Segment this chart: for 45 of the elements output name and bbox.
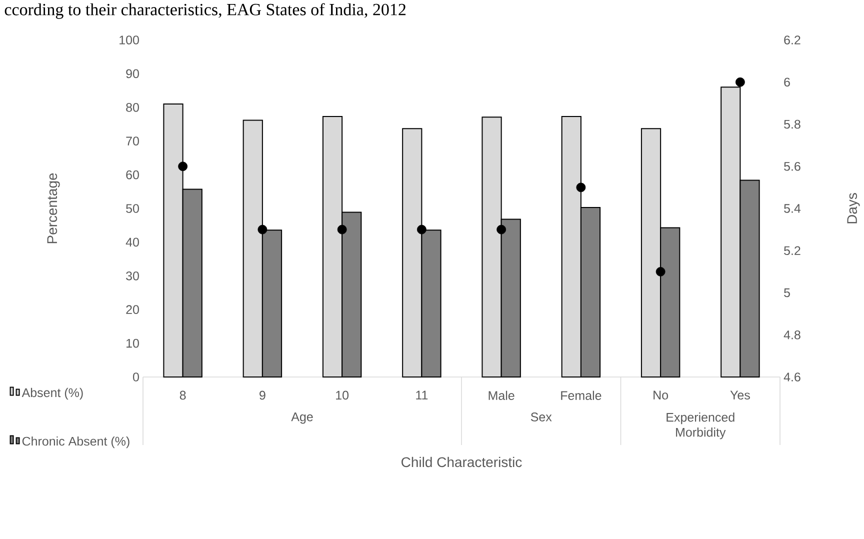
y2-tick-label: 4.6 — [784, 372, 800, 382]
y2-tick-label: 6.2 — [784, 36, 800, 44]
y-tick-label: 0 — [133, 372, 139, 382]
y2-tick-label: 6 — [784, 78, 790, 87]
y-tick-label: 10 — [126, 338, 139, 348]
legend-label: Absent (%) — [22, 388, 83, 400]
x-tick-label: No — [654, 390, 668, 400]
y-tick-label: 60 — [126, 170, 139, 180]
x-axis-title: Child Characteristic — [402, 456, 522, 468]
y2-tick-label: 5.6 — [784, 162, 800, 171]
point — [178, 162, 188, 172]
y-tick-label: 20 — [126, 305, 139, 314]
y2-tick-label: 5.8 — [784, 120, 800, 129]
y-tick-label: 30 — [126, 271, 139, 280]
point — [416, 224, 426, 234]
y-tick-label: 100 — [120, 36, 139, 44]
y2-tick-label: 5 — [784, 288, 790, 298]
y2-tick-label: 5.2 — [784, 246, 800, 256]
y-tick-label: 40 — [126, 238, 139, 247]
point — [735, 77, 745, 87]
legend-label: Chronic Absent (%) — [22, 436, 130, 448]
point — [337, 224, 347, 234]
chart-title: ccording to their characteristics, EAG States of India, 2012 — [4, 3, 406, 19]
text: Sex — [530, 412, 552, 422]
point — [258, 224, 268, 234]
text: Experienced Morbidity — [666, 412, 734, 440]
x-tick-label: 8 — [180, 390, 186, 400]
x-tick-label: 11 — [416, 390, 428, 400]
y2-tick-label: 4.8 — [784, 330, 800, 340]
y-axis-title: Percentage — [47, 173, 60, 244]
x-tick-label: Female — [561, 390, 602, 400]
y-tick-label: 70 — [126, 136, 139, 146]
y-tick-label: 50 — [126, 204, 139, 213]
point — [656, 266, 666, 276]
y2-tick-label: 5.4 — [784, 204, 801, 213]
point — [576, 182, 586, 192]
x-tick-label: Yes — [730, 390, 750, 400]
text: Age — [291, 412, 313, 424]
y-tick-label: 90 — [126, 69, 139, 78]
y2-axis-title: Days — [847, 193, 860, 224]
x-tick-label: Male — [488, 390, 514, 400]
x-tick-label: 9 — [260, 390, 266, 400]
y-tick-label: 80 — [126, 102, 139, 112]
point — [496, 224, 506, 234]
x-tick-label: 10 — [336, 390, 349, 400]
